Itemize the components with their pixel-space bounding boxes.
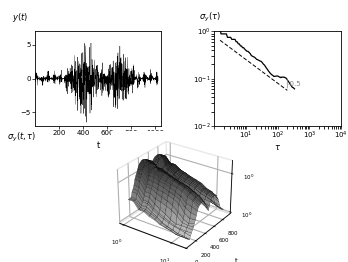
Text: $\sigma_y(\tau)$: $\sigma_y(\tau)$ [199, 11, 221, 24]
X-axis label: $\tau$: $\tau$ [274, 143, 281, 152]
Y-axis label: t: t [235, 258, 238, 262]
X-axis label: t: t [96, 141, 100, 150]
Text: -0.5: -0.5 [288, 81, 302, 88]
Text: $\sigma_y(t,\tau)$: $\sigma_y(t,\tau)$ [7, 131, 37, 144]
Text: $y(t)$: $y(t)$ [12, 11, 28, 24]
